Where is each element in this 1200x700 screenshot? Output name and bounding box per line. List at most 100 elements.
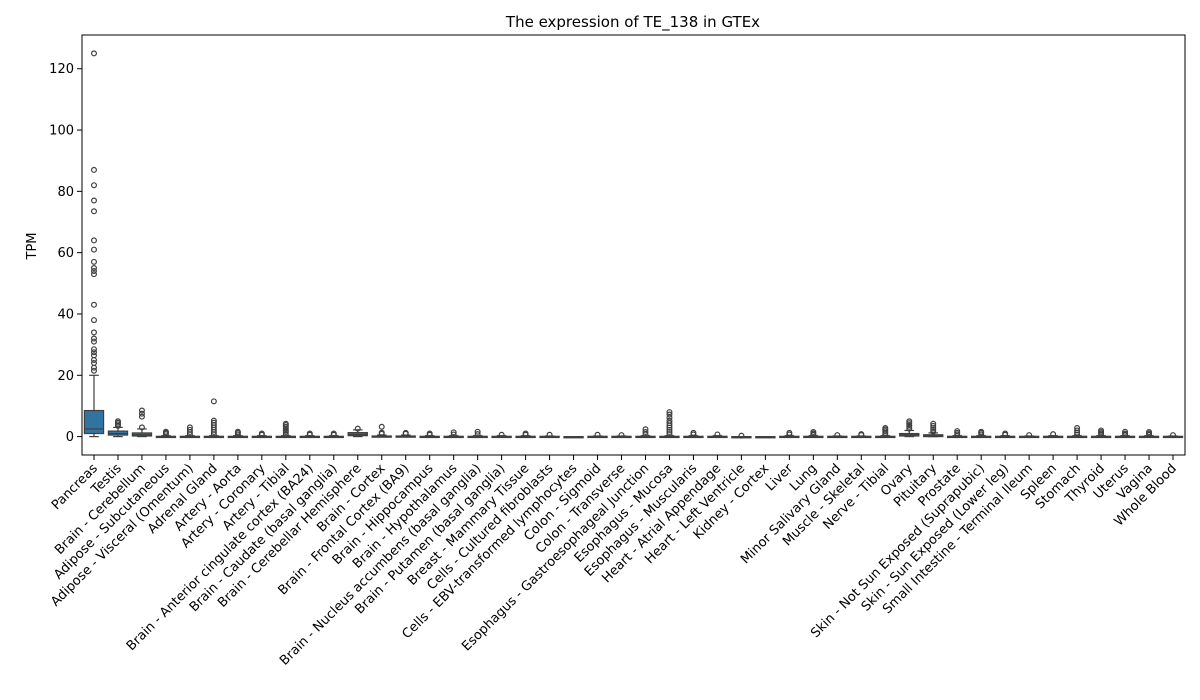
outlier-point — [90, 208, 97, 215]
box-5 — [203, 398, 225, 439]
outlier-point — [282, 420, 289, 427]
outlier-point — [1074, 427, 1081, 434]
outlier-point — [978, 428, 985, 435]
outlier-point — [90, 268, 97, 275]
outlier-point — [138, 413, 145, 420]
outlier-point — [522, 430, 529, 437]
box-26 — [707, 431, 728, 439]
y-tick-label: 40 — [57, 307, 74, 322]
box-23 — [635, 426, 656, 439]
outlier-point — [450, 429, 457, 436]
outlier-point — [114, 418, 121, 425]
box-8 — [275, 420, 297, 439]
box-18 — [515, 430, 536, 439]
outlier-point — [186, 424, 193, 431]
box-2 — [131, 407, 153, 438]
outlier-point — [666, 414, 673, 421]
outlier-point — [90, 182, 97, 189]
box-16 — [467, 428, 488, 439]
outlier-point — [954, 429, 961, 436]
y-axis: 0 20 40 60 80 100 120 — [49, 62, 82, 445]
box-29 — [779, 429, 800, 439]
box-13 — [395, 429, 416, 438]
outlier-point — [930, 428, 937, 435]
outlier-point — [594, 431, 601, 438]
outlier-point — [1074, 425, 1081, 432]
outlier-point — [162, 428, 169, 435]
box-iqr — [83, 409, 105, 435]
outlier-point — [666, 409, 673, 416]
outlier-point — [642, 426, 649, 433]
outlier-point — [90, 258, 97, 265]
outlier-point — [1026, 432, 1033, 439]
box-17 — [491, 431, 512, 439]
box-35 — [923, 420, 944, 438]
box-9 — [299, 430, 320, 439]
y-tick-label: 60 — [57, 246, 74, 261]
box-19 — [539, 431, 560, 439]
outlier-point — [90, 237, 97, 244]
outlier-point — [906, 418, 913, 425]
outlier-point — [642, 429, 649, 436]
outlier-point — [450, 431, 457, 438]
y-tick-label: 0 — [66, 430, 74, 445]
outlier-point — [138, 424, 145, 431]
box-30 — [803, 429, 824, 439]
box-44 — [1138, 429, 1160, 439]
outlier-point — [234, 428, 241, 435]
box-32 — [851, 431, 872, 439]
outlier-point — [882, 425, 889, 432]
box-39 — [1018, 432, 1040, 439]
outlier-point — [546, 431, 553, 438]
outlier-point — [138, 410, 145, 417]
outlier-point — [210, 417, 217, 424]
outlier-point — [138, 407, 145, 414]
y-tick-label: 100 — [49, 124, 74, 139]
outlier-point — [210, 419, 217, 426]
box-43 — [1114, 428, 1136, 439]
outlier-point — [1170, 432, 1177, 439]
box-28 — [755, 436, 776, 439]
outlier-point — [186, 426, 193, 433]
outlier-point — [954, 428, 961, 435]
outlier-point — [666, 417, 673, 424]
chart-title: The expression of TE_138 in GTEx — [505, 13, 760, 32]
box-31 — [827, 432, 848, 439]
outlier-point — [786, 429, 793, 436]
box-34 — [899, 418, 920, 438]
outlier-point — [906, 421, 913, 428]
y-tick-label: 20 — [57, 369, 74, 384]
outlier-point — [666, 411, 673, 418]
outlier-point — [690, 429, 697, 436]
box-42 — [1090, 427, 1112, 439]
box-0 — [83, 50, 105, 438]
outlier-point — [930, 422, 937, 429]
outlier-point — [1122, 428, 1129, 435]
outlier-point — [90, 264, 97, 271]
box-6 — [227, 428, 249, 439]
y-tick-label: 120 — [49, 62, 74, 77]
outlier-point — [90, 335, 97, 342]
outlier-point — [834, 432, 841, 439]
plot-frame — [81, 34, 1186, 456]
box-40 — [1042, 431, 1064, 439]
outlier-point — [1146, 429, 1153, 436]
outlier-point — [258, 430, 265, 437]
outlier-point — [282, 423, 289, 430]
box-10 — [323, 430, 344, 439]
outlier-point — [738, 432, 745, 439]
box-11 — [347, 425, 368, 438]
outlier-point — [906, 423, 913, 430]
box-21 — [587, 431, 608, 439]
box-41 — [1066, 425, 1088, 439]
box-45 — [1162, 432, 1184, 439]
outlier-point — [282, 431, 289, 438]
outlier-point — [1002, 430, 1009, 437]
outlier-point — [210, 398, 217, 405]
outlier-point — [906, 420, 913, 427]
outlier-point — [306, 430, 313, 437]
box-33 — [875, 425, 896, 439]
outlier-point — [474, 428, 481, 435]
